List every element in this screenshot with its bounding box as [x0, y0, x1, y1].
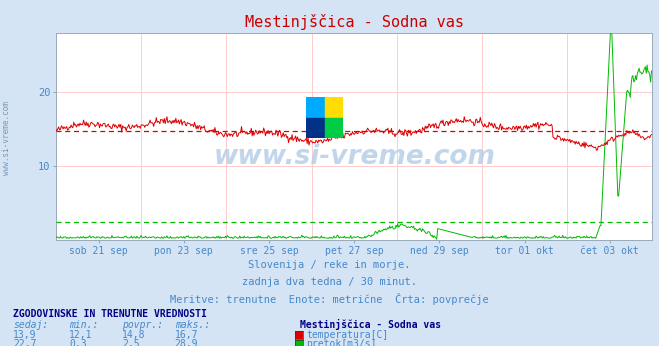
Text: zadnja dva tedna / 30 minut.: zadnja dva tedna / 30 minut. [242, 277, 417, 288]
Text: temperatura[C]: temperatura[C] [306, 330, 389, 340]
Bar [306, 97, 325, 118]
Text: 22,7: 22,7 [13, 339, 37, 346]
Text: Meritve: trenutne  Enote: metrične  Črta: povprečje: Meritve: trenutne Enote: metrične Črta: … [170, 293, 489, 305]
Text: 12,1: 12,1 [69, 330, 93, 340]
Text: 28,9: 28,9 [175, 339, 198, 346]
Text: ZGODOVINSKE IN TRENUTNE VREDNOSTI: ZGODOVINSKE IN TRENUTNE VREDNOSTI [13, 309, 207, 319]
Bar [325, 97, 343, 118]
Text: 0,3: 0,3 [69, 339, 87, 346]
Text: Mestinjščica - Sodna vas: Mestinjščica - Sodna vas [300, 319, 441, 330]
Bar [325, 118, 343, 138]
Bar [306, 118, 325, 138]
Text: 14,8: 14,8 [122, 330, 146, 340]
Text: 16,7: 16,7 [175, 330, 198, 340]
Text: Slovenija / reke in morje.: Slovenija / reke in morje. [248, 260, 411, 270]
Text: 2,5: 2,5 [122, 339, 140, 346]
Text: maks.:: maks.: [175, 320, 210, 330]
Text: sedaj:: sedaj: [13, 320, 48, 330]
Text: www.si-vreme.com: www.si-vreme.com [2, 101, 11, 175]
Text: pretok[m3/s]: pretok[m3/s] [306, 339, 377, 346]
Text: min.:: min.: [69, 320, 99, 330]
Text: 13,9: 13,9 [13, 330, 37, 340]
Title: Mestinjščica - Sodna vas: Mestinjščica - Sodna vas [244, 14, 464, 30]
Text: www.si-vreme.com: www.si-vreme.com [214, 144, 495, 171]
Text: povpr.:: povpr.: [122, 320, 163, 330]
